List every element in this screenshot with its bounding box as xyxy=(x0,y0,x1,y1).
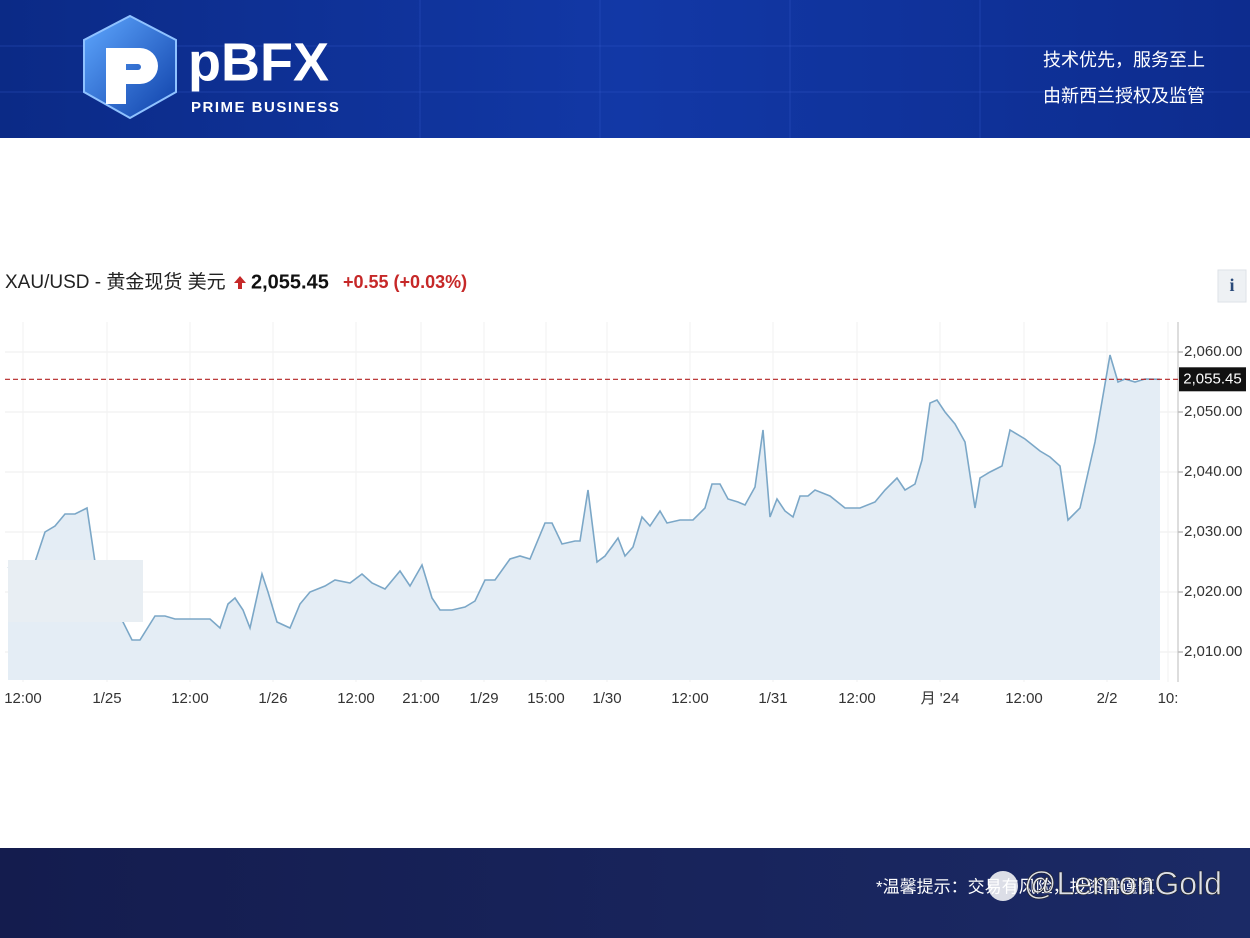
slogan: 技术优先，服务至上 xyxy=(1043,50,1205,70)
x-tick-label: 10: xyxy=(1158,690,1179,707)
footer-band xyxy=(0,848,1250,938)
x-tick-label: 12:00 xyxy=(171,690,209,707)
header-pattern xyxy=(0,0,1250,138)
license-text: 由新西兰授权及监管 xyxy=(1043,86,1205,106)
x-tick-label: 2/2 xyxy=(1097,690,1118,707)
x-tick-label: 12:00 xyxy=(337,690,375,707)
x-tick-label: 15:00 xyxy=(527,690,565,707)
x-tick-label: 12:00 xyxy=(838,690,876,707)
x-tick-label: 1/25 xyxy=(92,690,121,707)
info-icon[interactable]: i xyxy=(1229,275,1234,295)
x-tick-label: 1/31 xyxy=(758,690,787,707)
x-tick-label: 1/26 xyxy=(258,690,287,707)
x-tick-label: 1/30 xyxy=(592,690,621,707)
overlay-box xyxy=(8,560,143,622)
y-tick-label: 2,030.00 xyxy=(1184,523,1242,540)
y-tick-label: 2,010.00 xyxy=(1184,643,1242,660)
x-tick-label: 12:00 xyxy=(1005,690,1043,707)
price-change: +0.55 (+0.03%) xyxy=(343,272,467,292)
x-tick-label: 12:00 xyxy=(4,690,42,707)
last-price: 2,055.45 xyxy=(251,271,329,293)
header-band xyxy=(0,0,1250,138)
x-tick-label: 月 '24 xyxy=(921,690,960,707)
info-button[interactable] xyxy=(1217,269,1247,303)
current-price-box xyxy=(1179,367,1246,392)
y-tick-label: 2,050.00 xyxy=(1184,403,1242,420)
current-price-label: 2,055.45 xyxy=(1183,370,1241,387)
chart-title: XAU/USD - 黄金现货 美元 xyxy=(5,271,226,293)
y-tick-label: 2,060.00 xyxy=(1184,343,1242,360)
price-line xyxy=(7,354,1161,641)
logo-text: pBFX xyxy=(188,32,329,92)
up-arrow xyxy=(234,276,246,289)
x-tick-label: 21:00 xyxy=(402,690,440,707)
watermark-icon xyxy=(988,871,1018,901)
watermark: @LemonGold xyxy=(1024,865,1222,901)
y-tick-label: 2,040.00 xyxy=(1184,463,1242,480)
x-tick-label: 12:00 xyxy=(671,690,709,707)
x-tick-label: 1/29 xyxy=(469,690,498,707)
y-tick-label: 2,020.00 xyxy=(1184,583,1242,600)
plot: 2,010.00 2,020.00 2,030.00 2,040.00 2,050.00… xyxy=(4,322,1246,707)
logo-subtitle: PRIME BUSINESS xyxy=(191,99,340,116)
logo-mark xyxy=(106,48,158,104)
